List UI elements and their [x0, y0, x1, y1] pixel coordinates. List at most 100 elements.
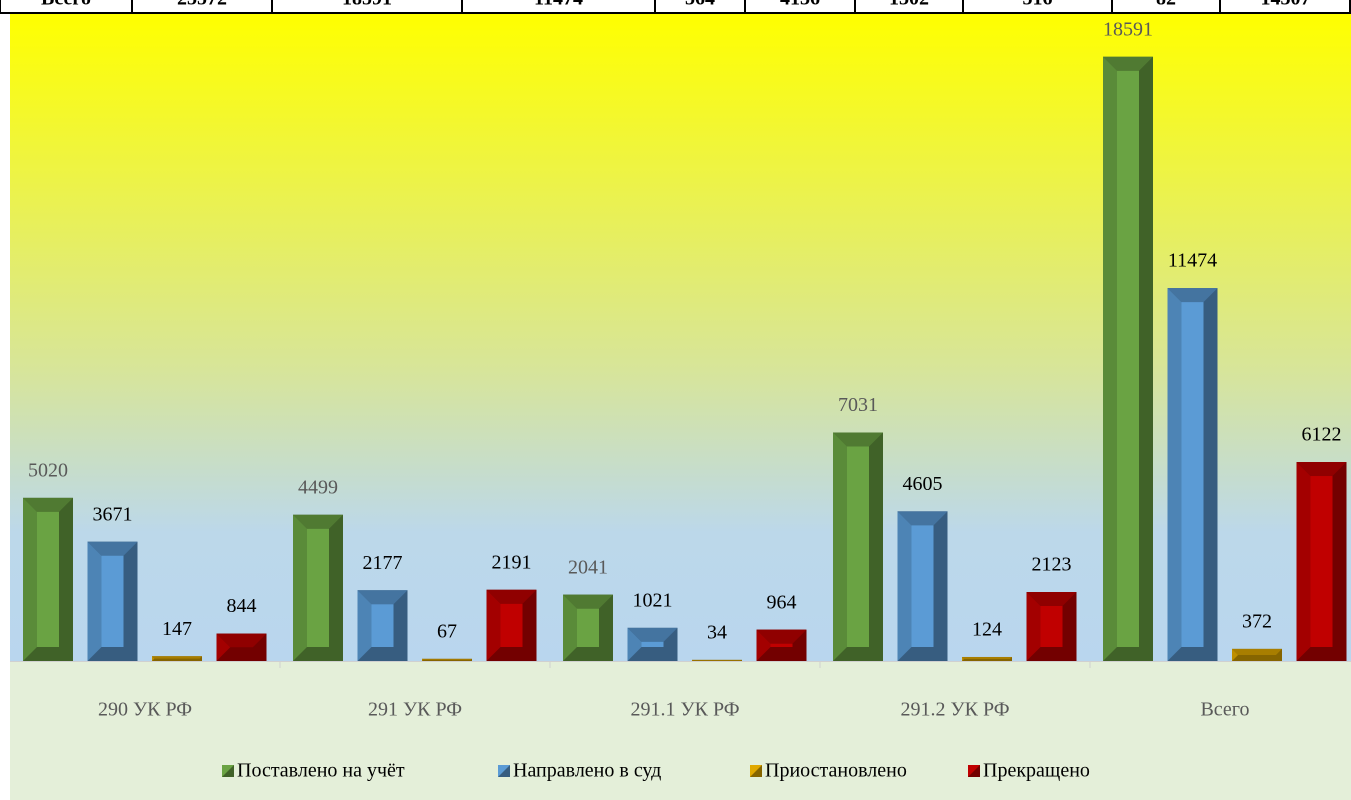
- bar-bevel-top: [1232, 648, 1282, 655]
- bar-face: [37, 511, 59, 647]
- table-cell: 4136: [780, 0, 820, 10]
- data-label: 7031: [838, 394, 878, 416]
- bar-bevel-left: [1026, 592, 1041, 661]
- table-cell: 18591: [342, 0, 392, 10]
- legend-label: Поставлено на учёт: [237, 760, 405, 782]
- legend-label: Приостановлено: [765, 760, 907, 782]
- table-cell: 14307: [1261, 0, 1311, 10]
- bar-bevel-left: [962, 656, 965, 661]
- bar-bevel-left: [627, 627, 642, 661]
- data-label: 372: [1242, 611, 1272, 633]
- data-label: 1021: [633, 589, 673, 611]
- bar-bevel-top: [897, 511, 948, 526]
- bar-face: [847, 446, 869, 647]
- bar-bevel-left: [1167, 288, 1182, 661]
- bar-bevel-top: [1167, 288, 1218, 303]
- bar-bevel-left: [833, 432, 847, 661]
- data-label: 2041: [568, 556, 608, 578]
- bar-face: [770, 643, 793, 647]
- bar-bevel-left: [23, 497, 37, 661]
- bar-bevel-top: [563, 594, 613, 609]
- table-cell: 1302: [889, 0, 929, 10]
- bar-bevel-top: [756, 629, 807, 644]
- x-tick-label: 291.2 УК РФ: [900, 699, 1009, 721]
- bar-face: [1181, 302, 1204, 647]
- bar-bevel-top: [357, 590, 408, 605]
- bar-bevel-top: [692, 659, 742, 661]
- data-label: 3671: [93, 503, 133, 525]
- bar-face: [1117, 70, 1139, 648]
- data-label: 124: [972, 619, 1002, 641]
- table-cell: 11474: [534, 0, 583, 10]
- bar-bevel-top: [1026, 592, 1077, 607]
- bar-bevel-left: [152, 656, 155, 661]
- bar-bevel-top: [833, 432, 883, 447]
- data-label: 4605: [903, 473, 943, 495]
- data-label: 147: [162, 618, 192, 640]
- bar-face: [371, 604, 394, 647]
- bar-face: [911, 525, 934, 647]
- table-cell: Всего: [41, 0, 91, 10]
- bar-face: [641, 641, 664, 647]
- x-tick-label: 290 УК РФ: [98, 699, 192, 721]
- legend-swatch-shade: [498, 765, 510, 777]
- x-tick-label: 291.1 УК РФ: [630, 699, 739, 721]
- bar-face: [1040, 606, 1063, 647]
- bar-bevel-top: [422, 658, 472, 660]
- bar-bevel-top: [486, 589, 537, 604]
- bar-bevel-left: [486, 589, 501, 661]
- bar-bevel-left: [293, 514, 307, 661]
- table-cell: 82: [1156, 0, 1176, 10]
- bar-bevel-top: [1103, 56, 1153, 71]
- data-label: 6122: [1302, 424, 1342, 446]
- bar-bevel-top: [293, 514, 343, 529]
- bar-bevel-left: [422, 658, 424, 661]
- legend-swatch-shade: [750, 765, 762, 777]
- bar-bevel-left: [756, 629, 771, 661]
- table-fragment: Всего 23572 18591 11474 364 4136 1302 316 82 1430…: [0, 0, 1351, 14]
- table-cell: 23572: [177, 0, 227, 10]
- data-label: 67: [437, 620, 457, 642]
- data-label: 2177: [363, 552, 403, 574]
- data-label: 34: [707, 621, 727, 643]
- bar-bevel-top: [23, 497, 73, 512]
- data-label: 5020: [28, 459, 68, 481]
- data-label: 11474: [1168, 250, 1217, 272]
- legend-label: Прекращено: [983, 760, 1090, 782]
- bar-bevel-top: [152, 656, 202, 659]
- bar-face: [577, 608, 599, 647]
- bar-bevel-left: [1296, 462, 1311, 661]
- data-label: 844: [227, 595, 257, 617]
- legend-swatch-shade: [968, 765, 980, 777]
- bar-face: [500, 603, 523, 647]
- bar-bevel-left: [563, 594, 577, 661]
- data-label: 964: [767, 591, 797, 613]
- bar-bevel-left: [897, 511, 912, 661]
- data-label: 4499: [298, 476, 338, 498]
- data-label: 2191: [492, 551, 532, 573]
- bar-bevel-left: [357, 590, 372, 661]
- bar-bevel-top: [216, 633, 267, 648]
- bar-bevel-top: [87, 541, 138, 556]
- bar-bevel-left: [216, 633, 231, 661]
- table-row: [0, 0, 1351, 14]
- bar-bevel-top: [962, 656, 1012, 659]
- legend-swatch-shade: [222, 765, 234, 777]
- data-label: 2123: [1032, 554, 1072, 576]
- data-label: 18591: [1103, 18, 1153, 40]
- bar-bevel-left: [692, 659, 693, 661]
- bar-bevel-top: [1296, 462, 1347, 477]
- bar-face: [101, 555, 124, 647]
- bar-face: [307, 528, 329, 647]
- x-tick-label: Всего: [1200, 699, 1249, 721]
- bar-bevel-left: [1103, 56, 1117, 662]
- table-cell: 364: [685, 0, 715, 10]
- x-tick-label: 291 УК РФ: [368, 699, 462, 721]
- legend-background: [10, 662, 1351, 800]
- bar-bevel-left: [87, 541, 102, 661]
- legend-label: Направлено в суд: [513, 760, 661, 782]
- bar-bevel-top: [627, 627, 678, 642]
- bar-face: [1310, 476, 1333, 647]
- table-cell: 316: [1023, 0, 1053, 10]
